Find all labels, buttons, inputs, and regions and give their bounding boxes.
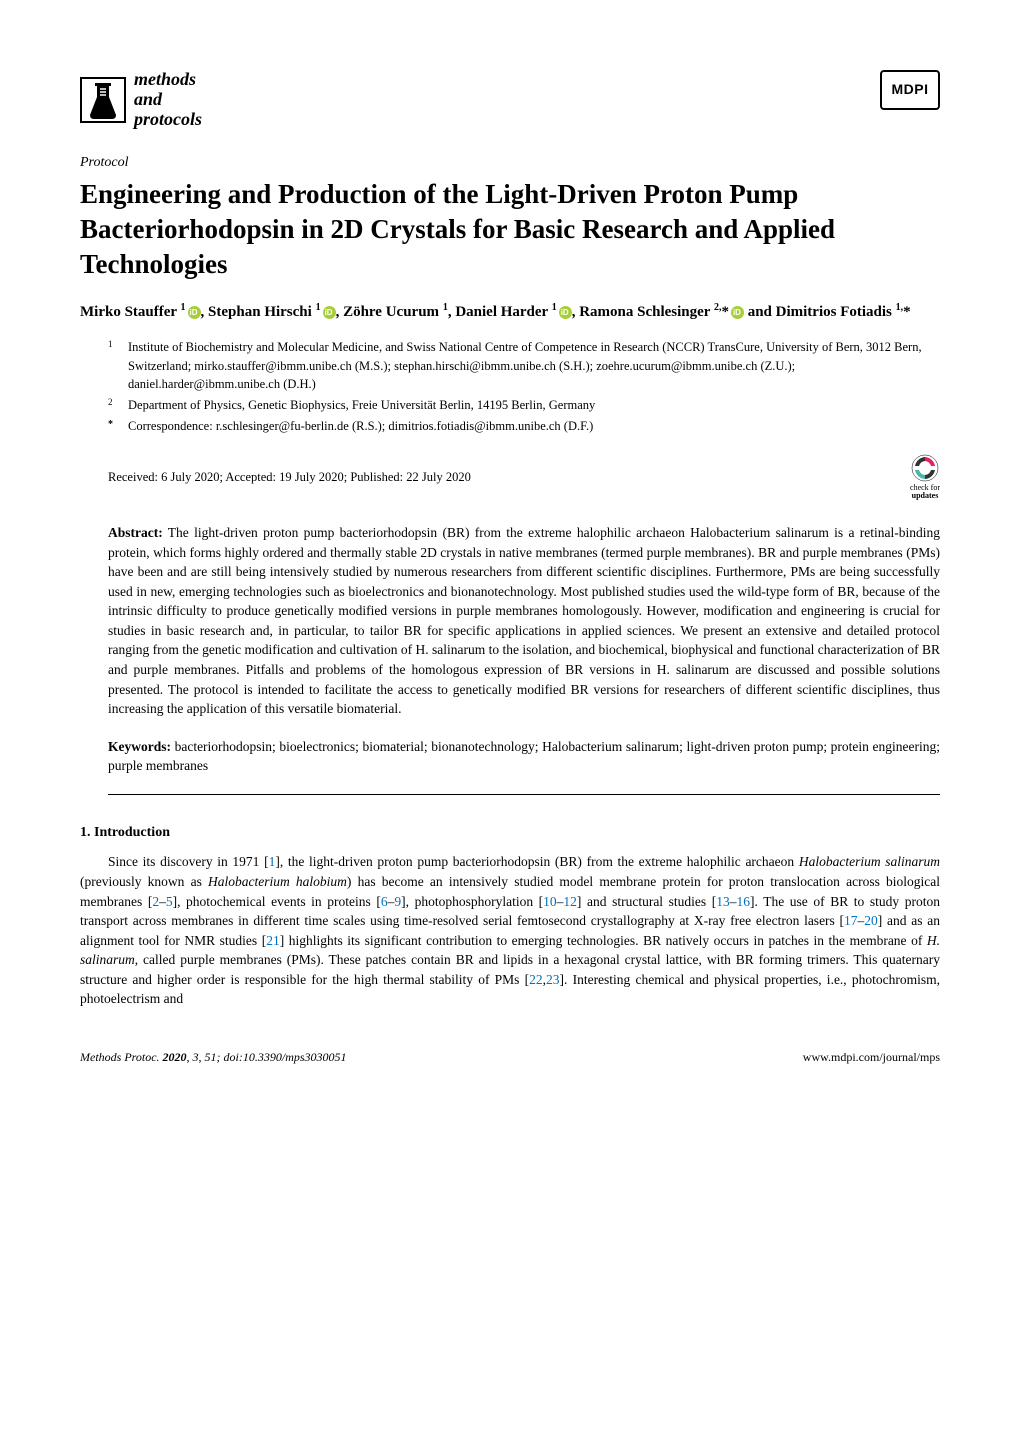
section-heading: 1. Introduction <box>80 823 940 843</box>
publisher-logo: MDPI <box>880 70 940 110</box>
check-updates-badge[interactable]: check for updates <box>910 454 940 502</box>
separator <box>108 794 940 795</box>
affiliation-row: * Correspondence: r.schlesinger@fu-berli… <box>108 417 940 436</box>
journal-name-line3: protocols <box>134 110 202 130</box>
header-row: methods and protocols MDPI <box>80 70 940 129</box>
affiliation-text: Department of Physics, Genetic Biophysic… <box>128 396 595 415</box>
affiliation-row: 1 Institute of Biochemistry and Molecula… <box>108 338 940 394</box>
article-type: Protocol <box>80 153 940 173</box>
body-paragraph: Since its discovery in 1971 [1], the lig… <box>80 852 940 1009</box>
check-updates-line2: updates <box>912 492 939 501</box>
affiliation-text: Correspondence: r.schlesinger@fu-berlin.… <box>128 417 593 436</box>
affiliation-num: * <box>108 419 113 430</box>
publisher-name: MDPI <box>892 80 929 100</box>
abstract-label: Abstract: <box>108 525 163 540</box>
keywords: Keywords: bacteriorhodopsin; bioelectron… <box>80 737 940 776</box>
journal-name-line2: and <box>134 90 202 110</box>
check-updates-icon <box>911 454 939 482</box>
footer: Methods Protoc. 2020, 3, 51; doi:10.3390… <box>80 1049 940 1066</box>
article-title: Engineering and Production of the Light-… <box>80 177 940 282</box>
journal-name: methods and protocols <box>134 70 202 129</box>
orcid-icon <box>559 306 572 319</box>
keywords-text: bacteriorhodopsin; bioelectronics; bioma… <box>108 739 940 774</box>
journal-logo: methods and protocols <box>80 70 202 129</box>
affiliation-row: 2 Department of Physics, Genetic Biophys… <box>108 396 940 415</box>
journal-name-line1: methods <box>134 70 202 90</box>
orcid-icon <box>188 306 201 319</box>
abstract: Abstract: The light-driven proton pump b… <box>80 523 940 719</box>
affiliation-text: Institute of Biochemistry and Molecular … <box>128 338 940 394</box>
authors: Mirko Stauffer 1, Stephan Hirschi 1, Zöh… <box>80 300 940 324</box>
abstract-text: The light-driven proton pump bacteriorho… <box>108 525 940 716</box>
flask-icon <box>80 77 126 123</box>
orcid-icon <box>323 306 336 319</box>
affiliation-num: 1 <box>108 339 113 349</box>
keywords-label: Keywords: <box>108 739 171 754</box>
dates-row: Received: 6 July 2020; Accepted: 19 July… <box>80 454 940 502</box>
affiliations: 1 Institute of Biochemistry and Molecula… <box>80 338 940 436</box>
orcid-icon <box>731 306 744 319</box>
affiliation-num: 2 <box>108 397 113 407</box>
footer-url: www.mdpi.com/journal/mps <box>803 1049 940 1066</box>
publication-dates: Received: 6 July 2020; Accepted: 19 July… <box>108 469 471 487</box>
footer-citation: Methods Protoc. 2020, 3, 51; doi:10.3390… <box>80 1049 347 1066</box>
